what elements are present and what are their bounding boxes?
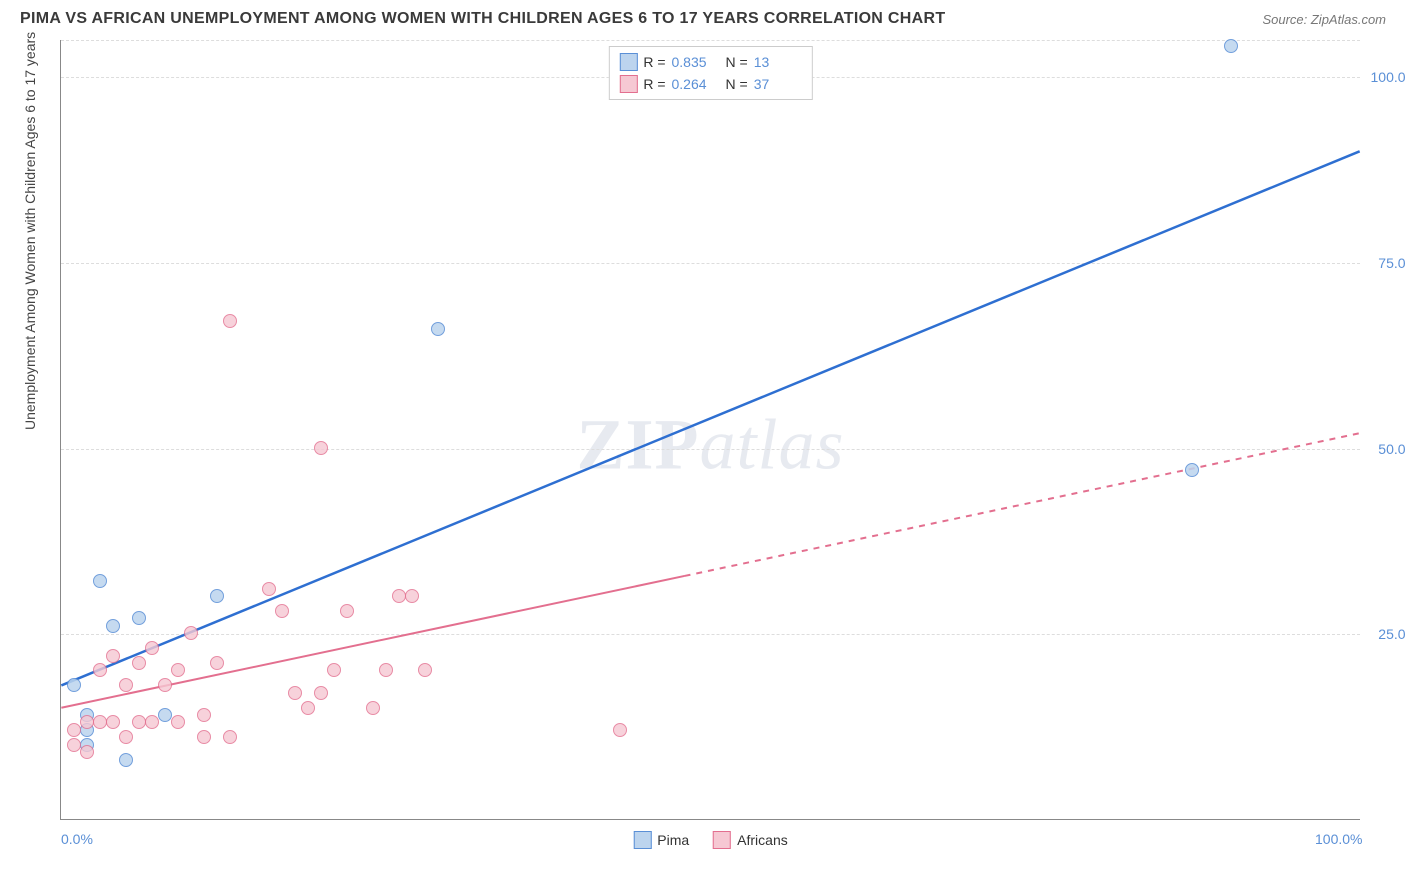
chart-title: PIMA VS AFRICAN UNEMPLOYMENT AMONG WOMEN… <box>20 10 945 28</box>
legend-series-label: Africans <box>737 832 788 848</box>
data-point <box>1224 39 1238 53</box>
data-point <box>93 715 107 729</box>
data-point <box>119 678 133 692</box>
data-point <box>106 649 120 663</box>
legend-stats: R = 0.835 N = 13 R = 0.264 N = 37 <box>608 46 812 100</box>
data-point <box>431 322 445 336</box>
data-point <box>197 730 211 744</box>
data-point <box>184 626 198 640</box>
data-point <box>314 441 328 455</box>
data-point <box>340 604 354 618</box>
data-point <box>106 619 120 633</box>
data-point <box>418 663 432 677</box>
data-point <box>197 708 211 722</box>
regression-line-dashed <box>685 433 1360 576</box>
data-point <box>80 745 94 759</box>
legend-n-label: N = <box>726 54 748 70</box>
source-label: Source: ZipAtlas.com <box>1262 12 1386 27</box>
y-tick-label: 100.0% <box>1371 69 1406 85</box>
data-point <box>132 715 146 729</box>
legend-r-label: R = <box>643 76 665 92</box>
regression-line-solid <box>61 151 1359 685</box>
legend-series-item: Pima <box>633 831 689 849</box>
y-axis-title: Unemployment Among Women with Children A… <box>22 32 38 430</box>
data-point <box>93 663 107 677</box>
legend-r-value: 0.264 <box>672 76 720 92</box>
legend-n-value: 13 <box>754 54 802 70</box>
data-point <box>301 701 315 715</box>
legend-stats-row: R = 0.835 N = 13 <box>619 51 801 73</box>
legend-r-value: 0.835 <box>672 54 720 70</box>
x-tick-label: 100.0% <box>1315 831 1362 847</box>
data-point <box>119 730 133 744</box>
data-point <box>132 611 146 625</box>
data-point <box>366 701 380 715</box>
data-point <box>379 663 393 677</box>
x-tick-label: 0.0% <box>61 831 93 847</box>
data-point <box>210 656 224 670</box>
legend-n-label: N = <box>726 76 748 92</box>
data-point <box>275 604 289 618</box>
data-point <box>119 753 133 767</box>
legend-series-item: Africans <box>713 831 788 849</box>
legend-swatch <box>713 831 731 849</box>
legend-swatch <box>619 53 637 71</box>
data-point <box>106 715 120 729</box>
data-point <box>145 641 159 655</box>
legend-swatch <box>633 831 651 849</box>
data-point <box>262 582 276 596</box>
y-tick-label: 25.0% <box>1378 626 1406 642</box>
data-point <box>327 663 341 677</box>
data-point <box>613 723 627 737</box>
legend-stats-row: R = 0.264 N = 37 <box>619 73 801 95</box>
data-point <box>67 738 81 752</box>
chart-area: ZIPatlas R =0.835N =13R =0.264N =37 Pima… <box>60 40 1360 820</box>
data-point <box>210 589 224 603</box>
legend-n-value: 37 <box>754 76 802 92</box>
y-tick-label: 75.0% <box>1378 255 1406 271</box>
data-point <box>145 715 159 729</box>
data-point <box>223 314 237 328</box>
data-point <box>67 723 81 737</box>
legend-series: Pima Africans <box>633 831 787 849</box>
regression-lines <box>61 40 1360 819</box>
y-tick-label: 50.0% <box>1378 441 1406 457</box>
data-point <box>158 678 172 692</box>
data-point <box>392 589 406 603</box>
data-point <box>171 715 185 729</box>
data-point <box>132 656 146 670</box>
data-point <box>80 715 94 729</box>
data-point <box>93 574 107 588</box>
data-point <box>171 663 185 677</box>
data-point <box>288 686 302 700</box>
data-point <box>1185 463 1199 477</box>
data-point <box>158 708 172 722</box>
legend-series-label: Pima <box>657 832 689 848</box>
data-point <box>223 730 237 744</box>
data-point <box>405 589 419 603</box>
legend-swatch <box>619 75 637 93</box>
data-point <box>314 686 328 700</box>
data-point <box>67 678 81 692</box>
legend-r-label: R = <box>643 54 665 70</box>
